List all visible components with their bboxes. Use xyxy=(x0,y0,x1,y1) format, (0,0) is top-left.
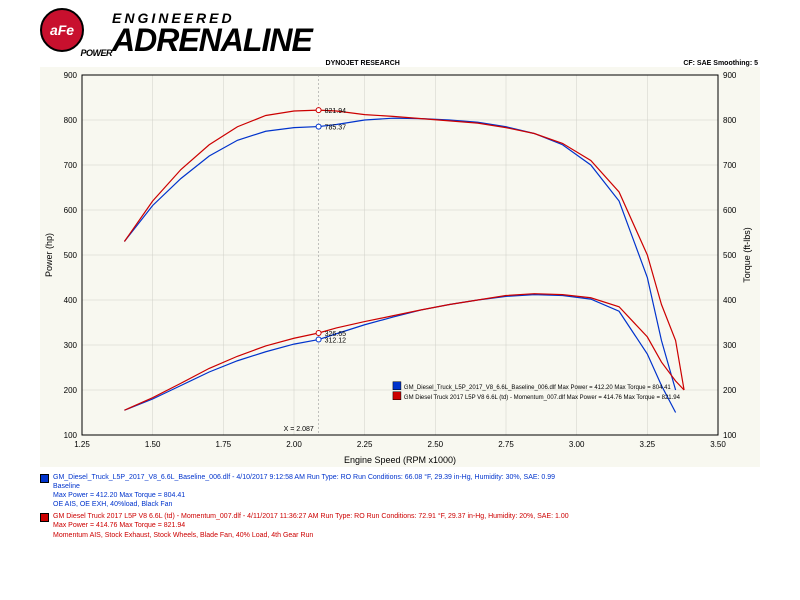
svg-text:821.94: 821.94 xyxy=(325,108,347,115)
svg-text:GM Diesel Truck 2017 L5P V8 6.: GM Diesel Truck 2017 L5P V8 6.6L (td) - … xyxy=(404,395,681,401)
logo-text: aFe xyxy=(50,22,74,38)
svg-text:800: 800 xyxy=(64,116,78,125)
svg-text:300: 300 xyxy=(723,341,737,350)
svg-text:2.00: 2.00 xyxy=(286,440,302,449)
svg-text:2.50: 2.50 xyxy=(428,440,444,449)
baseline-swatch xyxy=(40,474,49,483)
aftermarket-line3: Momentum AIS, Stock Exhaust, Stock Wheel… xyxy=(53,531,569,540)
svg-text:200: 200 xyxy=(723,386,737,395)
chart-container: DYNOJET RESEARCH CF: SAE Smoothing: 5 1.… xyxy=(40,60,760,467)
svg-text:600: 600 xyxy=(64,206,78,215)
svg-text:312.12: 312.12 xyxy=(325,338,347,345)
baseline-line1: GM_Diesel_Truck_L5P_2017_V8_6.6L_Baselin… xyxy=(53,473,555,482)
svg-text:300: 300 xyxy=(64,341,78,350)
svg-text:1.50: 1.50 xyxy=(145,440,161,449)
svg-text:GM_Diesel_Truck_L5P_2017_V8_6.: GM_Diesel_Truck_L5P_2017_V8_6.6L_Baselin… xyxy=(404,385,672,391)
svg-text:1.75: 1.75 xyxy=(216,440,232,449)
chart-top-right: CF: SAE Smoothing: 5 xyxy=(683,60,758,67)
svg-text:200: 200 xyxy=(64,386,78,395)
svg-text:3.00: 3.00 xyxy=(569,440,585,449)
svg-text:2.25: 2.25 xyxy=(357,440,373,449)
svg-text:500: 500 xyxy=(723,251,737,260)
title-adrenaline: ADRENALINE xyxy=(112,26,760,55)
footer-aftermarket: GM Diesel Truck 2017 L5P V8 6.6L (td) - … xyxy=(40,512,760,539)
svg-text:3.50: 3.50 xyxy=(710,440,726,449)
svg-text:400: 400 xyxy=(64,296,78,305)
svg-text:600: 600 xyxy=(723,206,737,215)
svg-text:2.75: 2.75 xyxy=(498,440,514,449)
svg-text:100: 100 xyxy=(64,431,78,440)
afe-logo: aFe POWER xyxy=(40,8,100,56)
chart-top-center: DYNOJET RESEARCH xyxy=(42,60,683,67)
svg-text:3.25: 3.25 xyxy=(640,440,656,449)
logo-subtext: POWER xyxy=(80,48,112,58)
svg-text:500: 500 xyxy=(64,251,78,260)
aftermarket-line2: Max Power = 414.76 Max Torque = 821.94 xyxy=(53,521,569,530)
svg-text:700: 700 xyxy=(64,161,78,170)
title-block: ENGINEERED ADRENALINE xyxy=(112,10,760,55)
baseline-line4: OE AIS, OE EXH, 40%load, Black Fan xyxy=(53,500,555,509)
svg-text:800: 800 xyxy=(723,116,737,125)
svg-text:Torque (ft-lbs): Torque (ft-lbs) xyxy=(742,227,752,283)
baseline-line2: Baseline xyxy=(53,482,555,491)
svg-text:X = 2.087: X = 2.087 xyxy=(284,426,314,433)
svg-text:1.25: 1.25 xyxy=(74,440,90,449)
svg-text:785.37: 785.37 xyxy=(325,125,347,132)
footer-baseline: GM_Diesel_Truck_L5P_2017_V8_6.6L_Baselin… xyxy=(40,473,760,509)
svg-text:Power (hp): Power (hp) xyxy=(44,233,54,277)
svg-text:Engine Speed (RPM x1000): Engine Speed (RPM x1000) xyxy=(344,455,456,465)
header: aFe POWER ENGINEERED ADRENALINE xyxy=(0,0,800,60)
footer-legend: GM_Diesel_Truck_L5P_2017_V8_6.6L_Baselin… xyxy=(40,473,760,540)
svg-text:900: 900 xyxy=(723,71,737,80)
aftermarket-swatch xyxy=(40,513,49,522)
svg-text:900: 900 xyxy=(64,71,78,80)
svg-text:100: 100 xyxy=(723,431,737,440)
dyno-chart: 1.25 1.50 1.75 2.00 2.25 2.50 2.75 3.00 3.25 3.50… xyxy=(40,67,760,467)
baseline-line3: Max Power = 412.20 Max Torque = 804.41 xyxy=(53,491,555,500)
svg-text:400: 400 xyxy=(723,296,737,305)
svg-text:700: 700 xyxy=(723,161,737,170)
aftermarket-line1: GM Diesel Truck 2017 L5P V8 6.6L (td) - … xyxy=(53,512,569,521)
